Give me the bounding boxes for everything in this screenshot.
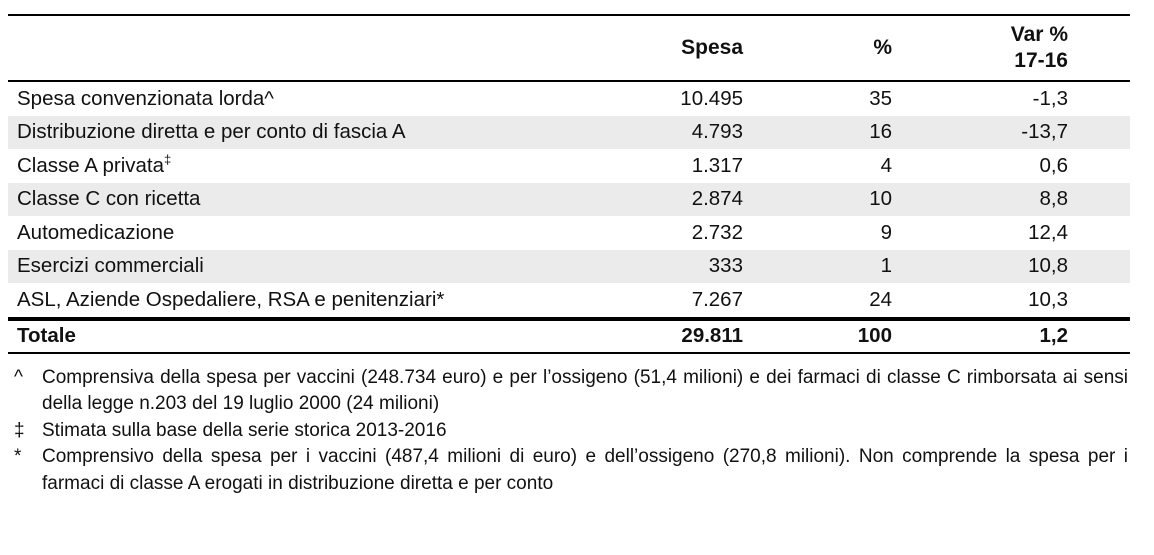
cell-var: -1,3 [1032,86,1068,110]
cell-pct: 35 [869,86,892,110]
row-label-text: Spesa convenzionata lorda^ [17,86,274,110]
cell-var: 10,3 [1028,287,1068,311]
table-row-classe-a-privata: Classe A privata‡ 1.317 4 0,6 [8,149,1130,183]
row-label: Esercizi commerciali [8,250,615,284]
footnote-marker: ^ [14,366,23,388]
row-label-sup: ‡ [164,151,172,167]
cell-var: 10,8 [1028,254,1068,278]
cell-pct: 1 [880,254,892,278]
row-label-text: ASL, Aziende Ospedaliere, RSA e penitenz… [17,287,445,311]
row-label: Distribuzione diretta e per conto di fas… [8,116,615,150]
table-row-asl-aziende-ospedaliere: ASL, Aziende Ospedaliere, RSA e penitenz… [8,283,1130,319]
row-label-text: Classe C con ricetta [17,187,201,211]
cell-spesa: 2.732 [691,220,743,244]
cell-spesa: 333 [708,254,743,278]
table-row-distribuzione-diretta: Distribuzione diretta e per conto di fas… [8,115,1130,150]
col-header-var-line1: Var % [1010,23,1068,46]
footnote-marker: * [14,446,22,467]
footnote-double-dagger: ‡ Stimata sulla base della serie storica … [14,418,1128,445]
total-pct: 100 [755,316,900,354]
cell-var: 12,4 [1028,220,1068,244]
footnotes: ^ Comprensiva della spesa per vaccini (24… [14,365,1128,498]
total-spesa: 29.811 [615,316,755,354]
cell-var: -13,7 [1021,120,1068,144]
cell-spesa: 4.793 [691,120,743,144]
row-label-text: Distribuzione diretta e per conto di fas… [17,120,406,144]
col-header-var: Var % 17-16 [900,15,1130,82]
col-header-empty [8,15,615,82]
row-label: Classe A privata‡ [8,149,615,183]
cell-spesa: 10.495 [680,86,743,110]
header-row: Spesa % Var % 17-16 [8,15,1130,82]
cell-pct: 24 [869,287,892,311]
footnote-asterisk: * Comprensivo della spesa per i vaccini (… [14,444,1128,497]
cell-spesa: 1.317 [691,153,743,177]
cell-var: 0,6 [1039,153,1069,177]
cell-pct: 16 [869,120,892,144]
total-var: 1,2 [900,316,1130,354]
footnote-text: Stimata sulla base della serie storica 2… [42,419,447,441]
cell-spesa: 7.267 [691,287,743,311]
row-label-text: Esercizi commerciali [17,254,204,278]
footnote-text: Comprensiva della spesa per vaccini (248… [42,366,1128,415]
cell-pct: 10 [869,187,892,211]
table-row-spesa-convenzionata: Spesa convenzionata lorda^ 10.495 35 -1,… [8,81,1130,116]
row-label-text: Automedicazione [17,220,175,244]
row-label: ASL, Aziende Ospedaliere, RSA e penitenz… [8,283,615,319]
row-label-text: Classe A privata [17,153,164,177]
row-label: Automedicazione [8,216,615,250]
table-row-esercizi-commerciali: Esercizi commerciali 333 1 10,8 [8,249,1130,284]
cell-pct: 4 [880,153,892,177]
cell-var: 8,8 [1039,187,1069,211]
spending-table-figure: Spesa % Var % 17-16 Spesa convenzionata l… [0,14,1154,497]
col-header-var-line2: 17-16 [1014,49,1068,72]
footnote-text: Comprensivo della spesa per i vaccini (4… [42,446,1128,494]
col-header-spesa: Spesa [615,15,755,82]
table-row-classe-c-ricetta: Classe C con ricetta 2.874 10 8,8 [8,182,1130,217]
col-header-pct: % [755,15,900,82]
cell-spesa: 2.874 [691,187,743,211]
footnote-caret: ^ Comprensiva della spesa per vaccini (24… [14,365,1128,418]
table-row-automedicazione: Automedicazione 2.732 9 12,4 [8,216,1130,250]
cell-pct: 9 [880,220,892,244]
footnote-marker: ‡ [14,419,25,441]
row-label: Spesa convenzionata lorda^ [8,81,615,116]
row-label: Classe C con ricetta [8,183,615,217]
total-label: Totale [8,316,615,354]
pharma-spending-table: Spesa % Var % 17-16 Spesa convenzionata l… [8,14,1130,354]
total-row: Totale 29.811 100 1,2 [8,316,1130,354]
